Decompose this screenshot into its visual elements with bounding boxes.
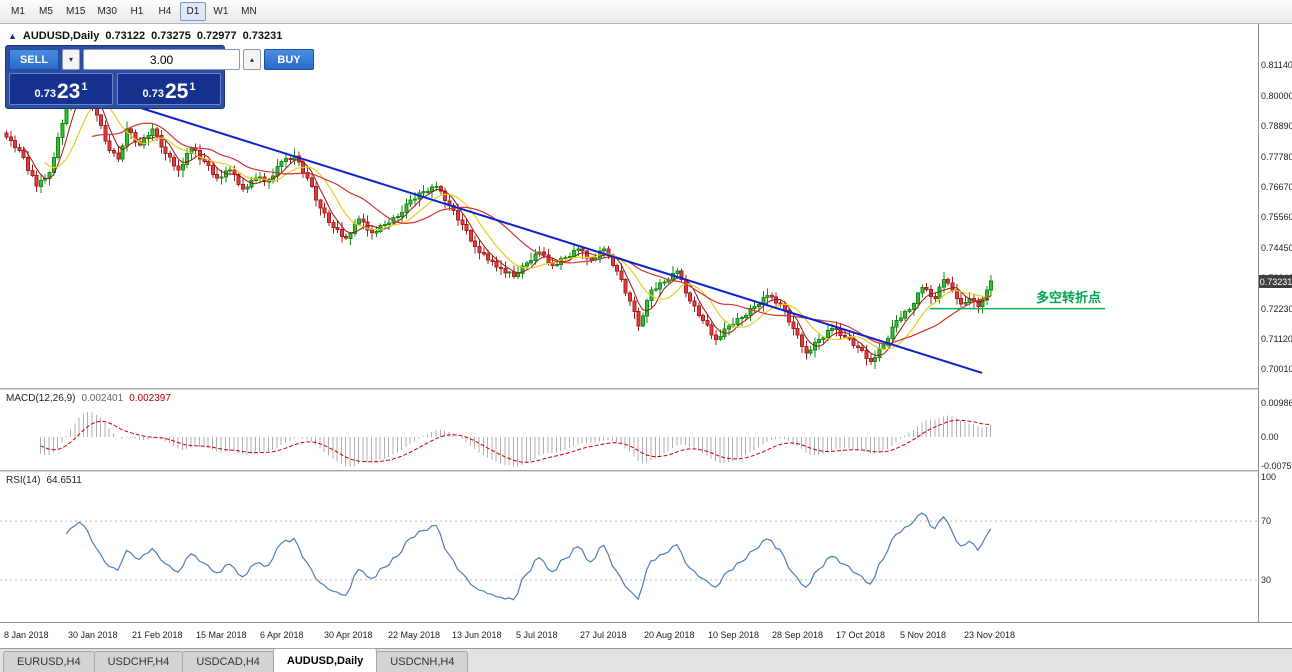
chart-annotation: 多空转折点 <box>1036 289 1102 305</box>
date-axis-label: 20 Aug 2018 <box>644 630 695 640</box>
tab-eurusd-h4[interactable]: EURUSD,H4 <box>3 651 95 672</box>
timeframe-m1[interactable]: M1 <box>5 2 31 21</box>
chart-title: ▲ AUDUSD,Daily 0.73122 0.73275 0.72977 0… <box>8 30 282 42</box>
price-axis-label: 0.72230 <box>1261 304 1292 314</box>
panel-separator[interactable] <box>0 470 1292 472</box>
volume-increase-button[interactable]: ▴ <box>243 49 262 70</box>
macd-main-value: 0.002401 <box>81 393 124 404</box>
rsi-label: RSI(14) 64.6511 <box>6 475 82 486</box>
sell-price-display: 0.73 23 1 <box>9 73 113 105</box>
macd-panel[interactable]: MACD(12,26,9) 0.002401 0.002397 <box>0 390 1258 470</box>
macd-axis-label: 0.009863 <box>1261 398 1292 408</box>
tab-usdcnh-h4[interactable]: USDCNH,H4 <box>376 651 469 672</box>
date-axis-label: 5 Nov 2018 <box>900 630 947 640</box>
buy-price-sup: 1 <box>189 81 196 93</box>
price-axis-label: 0.78890 <box>1261 121 1292 131</box>
date-axis-label: 8 Jan 2018 <box>4 630 49 640</box>
date-axis-label: 30 Apr 2018 <box>324 630 373 640</box>
macd-histogram <box>39 411 992 467</box>
sell-price-sup: 1 <box>81 81 88 93</box>
tab-audusd-daily[interactable]: AUDUSD,Daily <box>272 648 378 672</box>
macd-axis-label: -0.007543 <box>1261 461 1292 471</box>
tab-usdcad-h4[interactable]: USDCAD,H4 <box>182 651 274 672</box>
sell-button[interactable]: SELL <box>9 49 59 70</box>
price-axis-label: 0.71120 <box>1261 334 1292 344</box>
quote-open: 0.73122 <box>105 30 146 42</box>
rsi-line <box>65 512 992 601</box>
trade-prices-row: 0.73 23 1 0.73 25 1 <box>9 73 221 105</box>
sell-price-prefix: 0.73 <box>34 87 56 100</box>
date-axis-label: 21 Feb 2018 <box>132 630 183 640</box>
moving-average-5 <box>22 87 992 356</box>
main-chart[interactable]: ▲ AUDUSD,Daily 0.73122 0.73275 0.72977 0… <box>0 24 1258 388</box>
macd-signal-line <box>40 419 991 463</box>
current-price-badge: 0.73231 <box>1259 275 1292 288</box>
rsi-panel[interactable]: RSI(14) 64.6511 <box>0 472 1258 622</box>
chart-tab-bar: EURUSD,H4 USDCHF,H4 USDCAD,H4 AUDUSD,Daily U… <box>0 648 1292 672</box>
price-axis-label: 0.80000 <box>1261 91 1292 101</box>
date-axis: 8 Jan 2018 30 Jan 2018 21 Feb 2018 15 Mar 2… <box>0 622 1292 648</box>
sell-price-big: 23 <box>56 80 81 103</box>
quote-high: 0.73275 <box>151 30 191 42</box>
date-axis-label: 6 Apr 2018 <box>260 630 304 640</box>
date-axis-label: 13 Jun 2018 <box>452 630 502 640</box>
buy-price-prefix: 0.73 <box>142 87 164 100</box>
macd-signal-value: 0.002397 <box>129 393 171 404</box>
timeframe-mn[interactable]: MN <box>236 2 262 21</box>
price-axis-label: 0.75560 <box>1261 212 1292 222</box>
price-axis-label: 0.76670 <box>1261 182 1292 192</box>
buy-price-display: 0.73 25 1 <box>117 73 221 105</box>
volume-decrease-button[interactable]: ▾ <box>62 49 81 70</box>
macd-axis-label: 0.00 <box>1261 432 1279 442</box>
buy-button[interactable]: BUY <box>264 49 315 70</box>
date-axis-label: 23 Nov 2018 <box>964 630 1016 640</box>
quote-low: 0.72977 <box>196 30 237 42</box>
candlestick-chart[interactable] <box>0 24 1258 388</box>
rsi-name: RSI(14) <box>6 475 41 486</box>
one-click-trading-panel: SELL ▾ ▴ BUY 0.73 23 1 0.73 25 1 <box>5 45 315 109</box>
timeframe-w1[interactable]: W1 <box>208 2 234 21</box>
price-axis-label: 0.70010 <box>1261 364 1292 374</box>
macd-label: MACD(12,26,9) 0.002401 0.002397 <box>6 393 171 404</box>
date-axis-label: 22 May 2018 <box>388 630 441 640</box>
price-axis-label: 0.74450 <box>1261 243 1292 253</box>
macd-chart[interactable] <box>0 390 1258 470</box>
date-axis-label: 10 Sep 2018 <box>708 630 760 640</box>
date-axis-label: 28 Sep 2018 <box>772 630 824 640</box>
timeframe-m15[interactable]: M15 <box>61 2 90 21</box>
quote-close: 0.73231 <box>242 30 283 42</box>
macd-name: MACD(12,26,9) <box>6 393 76 404</box>
date-axis-label: 27 Jul 2018 <box>580 630 627 640</box>
timeframe-d1[interactable]: D1 <box>179 2 206 21</box>
one-click-panel-toggle-icon[interactable]: ▲ <box>8 31 17 41</box>
timeframe-h1[interactable]: H1 <box>124 2 150 21</box>
tab-usdchf-h4[interactable]: USDCHF,H4 <box>93 651 184 672</box>
panel-separator[interactable] <box>0 388 1292 390</box>
buy-price-big: 25 <box>164 80 189 103</box>
price-axis[interactable]: 0.73231 0.81140 0.80000 0.78890 0.77780 0.76… <box>1258 24 1292 622</box>
timeframe-h4[interactable]: H4 <box>152 2 178 21</box>
date-axis-label: 17 Oct 2018 <box>836 630 886 640</box>
chart-symbol-label: AUDUSD,Daily <box>22 30 100 42</box>
volume-input[interactable] <box>83 49 241 70</box>
descending-trendline <box>138 106 983 374</box>
price-axis-label: 0.77780 <box>1261 152 1292 162</box>
moving-average-10 <box>44 100 991 350</box>
timeframe-toolbar: M1 M5 M15 M30 H1 H4 D1 W1 MN <box>0 0 1292 24</box>
rsi-axis-label: 100 <box>1261 472 1277 482</box>
timeframe-m30[interactable]: M30 <box>92 2 121 21</box>
date-axis-label: 30 Jan 2018 <box>68 630 118 640</box>
date-axis-label: 5 Jul 2018 <box>516 630 558 640</box>
price-axis-label: 0.81140 <box>1261 60 1292 70</box>
moving-average-21 <box>91 122 991 345</box>
rsi-axis-label: 30 <box>1261 575 1272 585</box>
rsi-axis-label: 70 <box>1261 516 1272 526</box>
timeframe-m5[interactable]: M5 <box>33 2 59 21</box>
rsi-value: 64.6511 <box>46 475 82 486</box>
trade-controls-row: SELL ▾ ▴ BUY <box>9 49 315 70</box>
rsi-chart[interactable] <box>0 472 1258 622</box>
date-axis-label: 15 Mar 2018 <box>196 630 247 640</box>
